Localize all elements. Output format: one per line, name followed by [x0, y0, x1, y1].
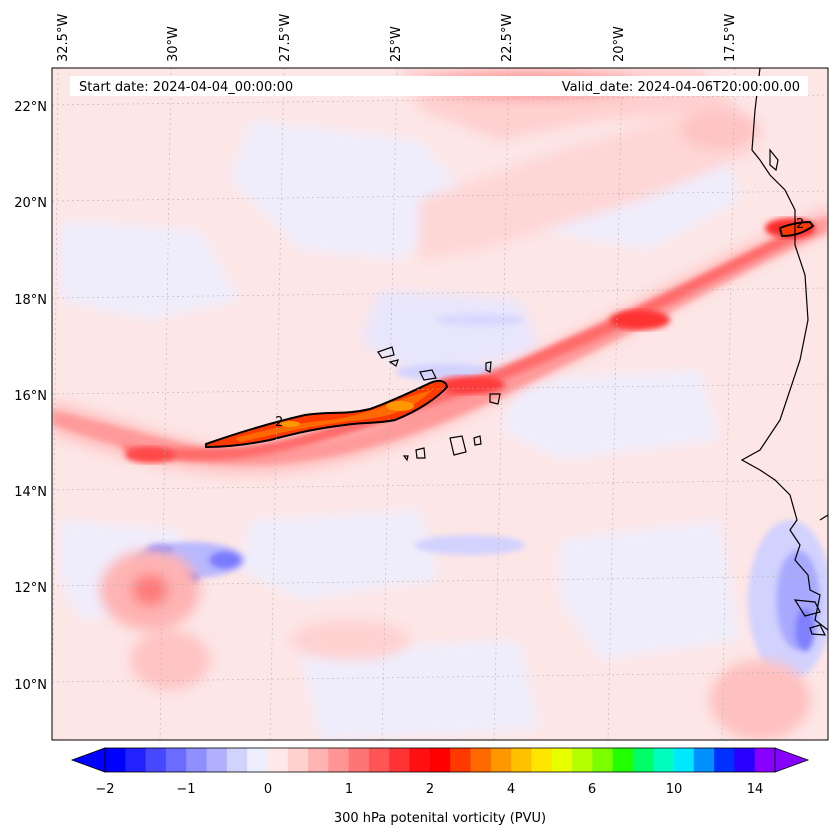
valid-date: Valid_date: 2024-04-06T20:00:00.00 — [562, 80, 800, 95]
colorbar-swatch — [714, 748, 735, 772]
colorbar-swatch — [287, 748, 309, 772]
longitude-labels: 32.5°W 30°W 27.5°W 25°W 22.5°W 20°W 17.5… — [56, 14, 738, 62]
pv-2-contour-east — [778, 220, 815, 238]
colorbar-swatch — [511, 748, 532, 772]
colorbar-max-extend — [774, 747, 810, 773]
colorbar-swatch — [490, 748, 512, 772]
colorbar-swatch — [328, 748, 350, 772]
pv-2-contour — [205, 379, 449, 449]
lon-label: 30°W — [166, 26, 181, 62]
colorbar-swatch — [206, 748, 228, 772]
colorbar-ticks: −2 −1 0 1 2 4 6 10 14 — [95, 782, 763, 797]
colorbar-swatch — [308, 748, 329, 772]
lat-label: 14°N — [14, 485, 47, 500]
lat-label: 10°N — [14, 678, 47, 693]
colorbar-swatch — [125, 748, 147, 772]
lon-label: 32.5°W — [56, 14, 71, 62]
contour-label-west: 2 — [275, 415, 283, 430]
contour-label-east: 2 — [796, 217, 804, 232]
map-frame — [51, 67, 829, 741]
colorbar-swatch — [247, 748, 268, 772]
lat-label: 16°N — [14, 389, 47, 404]
colorbar: −2 −1 0 1 2 4 6 10 14 300 hPa potenital … — [70, 747, 810, 826]
colorbar-tick: 6 — [588, 782, 596, 797]
map-panel: Start date: 2024-04-04_00:00:00 Valid_da… — [52, 68, 828, 740]
lon-label: 25°W — [389, 26, 404, 62]
colorbar-swatch — [348, 748, 370, 772]
colorbar-swatch — [226, 748, 248, 772]
colorbar-swatch — [531, 748, 553, 772]
colorbar-swatch — [429, 748, 451, 772]
date-header-box — [70, 76, 808, 96]
colorbar-swatch — [105, 748, 126, 772]
colorbar-swatch — [693, 748, 715, 772]
colorbar-swatch — [368, 748, 390, 772]
colorbar-tick: −2 — [95, 782, 114, 797]
lat-label: 12°N — [14, 581, 47, 596]
colorbar-frame — [104, 747, 776, 773]
colorbar-swatch — [754, 748, 776, 772]
lat-label: 22°N — [14, 100, 47, 115]
colorbar-tick: 4 — [507, 782, 515, 797]
colorbar-swatch — [653, 748, 674, 772]
colorbar-tick: −1 — [176, 782, 195, 797]
colorbar-swatch — [267, 748, 289, 772]
colorbar-label: 300 hPa potenital vorticity (PVU) — [334, 811, 546, 826]
colorbar-swatch — [165, 748, 187, 772]
lat-label: 18°N — [14, 293, 47, 308]
graticule — [52, 68, 828, 740]
lon-label: 22.5°W — [500, 14, 515, 62]
colorbar-swatch — [551, 748, 573, 772]
colorbar-tick: 14 — [747, 782, 764, 797]
colorbar-swatch — [470, 748, 492, 772]
colorbar-swatch — [612, 748, 634, 772]
colorbar-swatch — [673, 748, 695, 772]
colorbar-tick: 1 — [345, 782, 353, 797]
lon-label: 17.5°W — [723, 14, 738, 62]
colorbar-swatch — [389, 748, 411, 772]
colorbar-min-extend — [70, 747, 106, 773]
colorbar-swatch — [186, 748, 208, 772]
colorbar-tick: 10 — [666, 782, 683, 797]
lon-label: 20°W — [612, 26, 627, 62]
coastlines — [377, 68, 828, 636]
colorbar-swatch — [571, 748, 593, 772]
colorbar-swatch — [734, 748, 756, 772]
colorbar-tick: 2 — [426, 782, 434, 797]
colorbar-swatch — [450, 748, 471, 772]
latitude-labels: 22°N 20°N 18°N 16°N 14°N 12°N 10°N — [14, 100, 47, 693]
pv-streamer — [52, 205, 828, 476]
colorbar-tick: 0 — [264, 782, 272, 797]
lon-label: 27.5°W — [278, 14, 293, 62]
lat-label: 20°N — [14, 196, 47, 211]
start-date: Start date: 2024-04-04_00:00:00 — [79, 80, 293, 95]
colorbar-swatch — [592, 748, 614, 772]
colorbar-swatch — [145, 748, 167, 772]
colorbar-swatches — [105, 748, 776, 772]
colorbar-swatch — [409, 748, 431, 772]
colorbar-swatch — [632, 748, 654, 772]
